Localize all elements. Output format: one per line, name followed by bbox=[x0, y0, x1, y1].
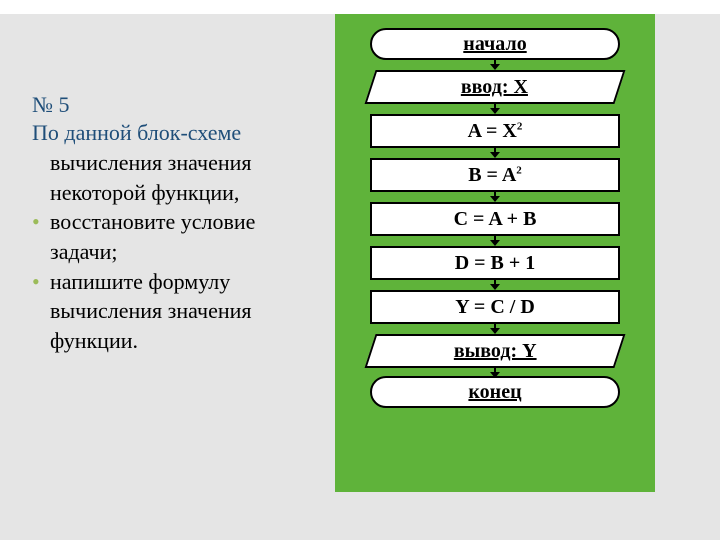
flow-node-c-label: C = A + B bbox=[454, 208, 537, 231]
flow-node-start-label: начало bbox=[463, 33, 526, 56]
flow-node-end-label: конец bbox=[468, 381, 521, 404]
flow-node-input: ввод: Х bbox=[364, 70, 625, 104]
flow-node-a-label: A = X2 bbox=[468, 120, 523, 143]
flow-node-a: A = X2 bbox=[370, 114, 620, 148]
flow-node-output: вывод: Y bbox=[364, 334, 625, 368]
flow-node-c: C = A + B bbox=[370, 202, 620, 236]
task-body-paragraph: вычисления значения некоторой функции, bbox=[32, 148, 302, 207]
flow-node-y-label: Y = C / D bbox=[455, 296, 535, 319]
flow-node-y: Y = C / D bbox=[370, 290, 620, 324]
flow-node-input-label: ввод: Х bbox=[461, 76, 528, 99]
task-text-block: № 5 По данной блок-схеме вычисления знач… bbox=[32, 92, 302, 356]
task-bullet-2: напишите формулу вычисления значения фун… bbox=[50, 267, 302, 356]
top-white-strip bbox=[0, 0, 720, 14]
slide: № 5 По данной блок-схеме вычисления знач… bbox=[0, 0, 720, 540]
flow-node-b-label: B = A2 bbox=[468, 164, 522, 187]
flow-node-start: начало bbox=[370, 28, 620, 60]
task-bullet-1: восстановите условие задачи; bbox=[50, 207, 302, 266]
task-bullet-1-row: • восстановите условие задачи; bbox=[32, 207, 302, 266]
flowchart-panel: начало ввод: Х A = X2 B = A2 C = A + B D… bbox=[335, 14, 655, 492]
task-heading-line: По данной блок-схеме bbox=[32, 120, 302, 146]
bullet-icon: • bbox=[32, 207, 50, 266]
flow-node-b: B = A2 bbox=[370, 158, 620, 192]
flow-node-d: D = B + 1 bbox=[370, 246, 620, 280]
flow-node-d-label: D = B + 1 bbox=[455, 252, 536, 275]
task-bullet-2-row: • напишите формулу вычисления значения ф… bbox=[32, 267, 302, 356]
flow-node-output-label: вывод: Y bbox=[454, 340, 537, 363]
bullet-icon: • bbox=[32, 267, 50, 356]
flow-node-end: конец bbox=[370, 376, 620, 408]
task-number: № 5 bbox=[32, 92, 302, 118]
